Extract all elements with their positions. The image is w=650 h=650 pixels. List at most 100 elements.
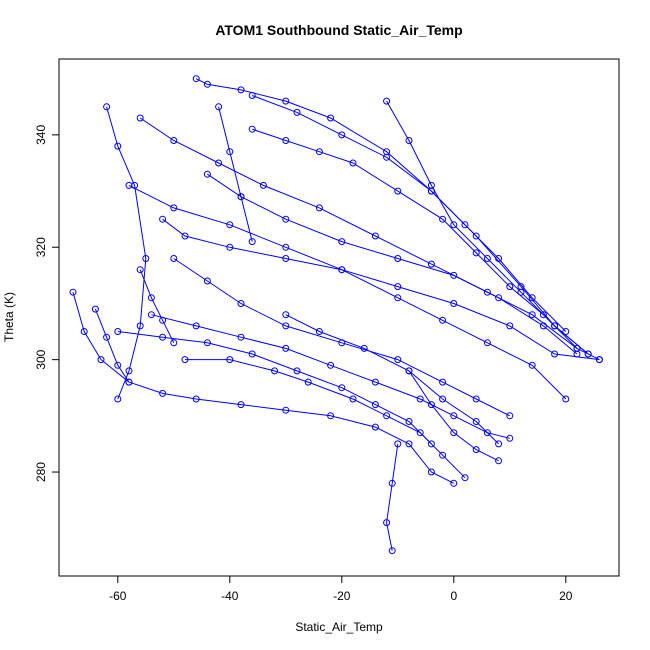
data-point xyxy=(461,221,469,229)
data-point xyxy=(450,221,458,229)
data-point xyxy=(483,288,491,296)
y-tick-label: 340 xyxy=(34,125,48,145)
data-point xyxy=(282,97,290,105)
data-point xyxy=(562,328,570,335)
data-point xyxy=(472,446,480,454)
series-line xyxy=(386,100,589,355)
series-5 xyxy=(69,288,458,487)
data-point xyxy=(125,181,133,189)
data-point xyxy=(282,137,290,144)
series-4 xyxy=(147,311,514,442)
series-line xyxy=(195,78,589,355)
data-point xyxy=(450,271,458,279)
data-point xyxy=(360,344,368,352)
data-point xyxy=(237,193,245,201)
data-point xyxy=(203,80,211,88)
data-point xyxy=(383,412,391,420)
x-axis: -60 -40 -20 0 20 xyxy=(109,575,573,603)
data-point xyxy=(97,356,105,364)
y-tick-label: 300 xyxy=(34,349,48,369)
series-line xyxy=(128,184,567,400)
data-point xyxy=(394,440,402,448)
series-18 xyxy=(91,305,133,386)
data-point xyxy=(282,344,290,352)
series-line xyxy=(252,128,578,349)
data-point xyxy=(248,125,256,133)
data-point xyxy=(416,429,424,437)
data-point xyxy=(114,142,122,150)
data-point xyxy=(506,434,514,442)
data-point xyxy=(226,221,234,229)
data-point xyxy=(170,137,178,144)
series-line xyxy=(139,117,600,361)
data-point xyxy=(383,97,391,105)
data-point xyxy=(338,131,346,139)
data-point xyxy=(394,356,402,364)
series-2 xyxy=(103,103,150,403)
series-6 xyxy=(383,440,402,555)
data-point xyxy=(472,232,480,240)
data-point xyxy=(159,215,167,223)
data-point xyxy=(91,305,99,313)
data-point xyxy=(405,440,413,448)
data-point xyxy=(69,288,77,296)
series-line xyxy=(252,95,567,332)
series-line xyxy=(185,359,466,479)
x-tick-label: -60 xyxy=(109,589,127,603)
series-14 xyxy=(114,328,435,448)
series-13 xyxy=(282,311,503,448)
data-point xyxy=(293,367,301,375)
series-9 xyxy=(170,255,514,420)
data-point xyxy=(528,311,536,319)
data-point xyxy=(159,333,167,341)
data-point xyxy=(371,378,379,386)
data-point xyxy=(237,333,245,341)
y-tick-label: 280 xyxy=(34,462,48,482)
data-point xyxy=(483,255,491,262)
x-tick-label: 20 xyxy=(559,589,573,603)
data-point xyxy=(371,232,379,240)
data-point xyxy=(383,153,391,161)
data-point xyxy=(282,322,290,330)
data-point xyxy=(383,519,391,527)
data-point xyxy=(114,328,122,335)
data-point xyxy=(450,429,458,437)
data-point xyxy=(271,367,279,375)
data-point xyxy=(327,412,335,420)
y-axis: 280 300 320 340 xyxy=(34,125,60,482)
data-point xyxy=(282,311,290,319)
data-point xyxy=(80,328,88,335)
data-point xyxy=(394,187,402,195)
data-point xyxy=(125,378,133,386)
x-tick-label: 0 xyxy=(450,589,457,603)
series-17 xyxy=(136,266,178,347)
data-point xyxy=(483,429,491,437)
series-15 xyxy=(383,97,592,358)
data-point xyxy=(506,322,514,330)
y-tick-label: 320 xyxy=(34,237,48,257)
series-8 xyxy=(125,181,570,403)
series-19 xyxy=(215,103,256,246)
series-line xyxy=(151,314,510,439)
data-point xyxy=(159,389,167,397)
data-point xyxy=(495,294,503,302)
data-point xyxy=(427,260,435,268)
data-point xyxy=(203,339,211,347)
data-point xyxy=(416,395,424,403)
series-line xyxy=(139,269,175,344)
data-point xyxy=(103,333,111,341)
data-point xyxy=(248,238,256,246)
data-point xyxy=(282,215,290,223)
data-point xyxy=(282,255,290,262)
data-point xyxy=(394,255,402,262)
data-point xyxy=(349,395,357,403)
series-line xyxy=(106,106,147,400)
series-line xyxy=(72,292,455,484)
data-point xyxy=(539,311,547,319)
data-point xyxy=(170,204,178,212)
data-point xyxy=(226,243,234,251)
series-10 xyxy=(181,356,469,482)
series-line xyxy=(408,370,499,462)
data-point xyxy=(203,170,211,178)
